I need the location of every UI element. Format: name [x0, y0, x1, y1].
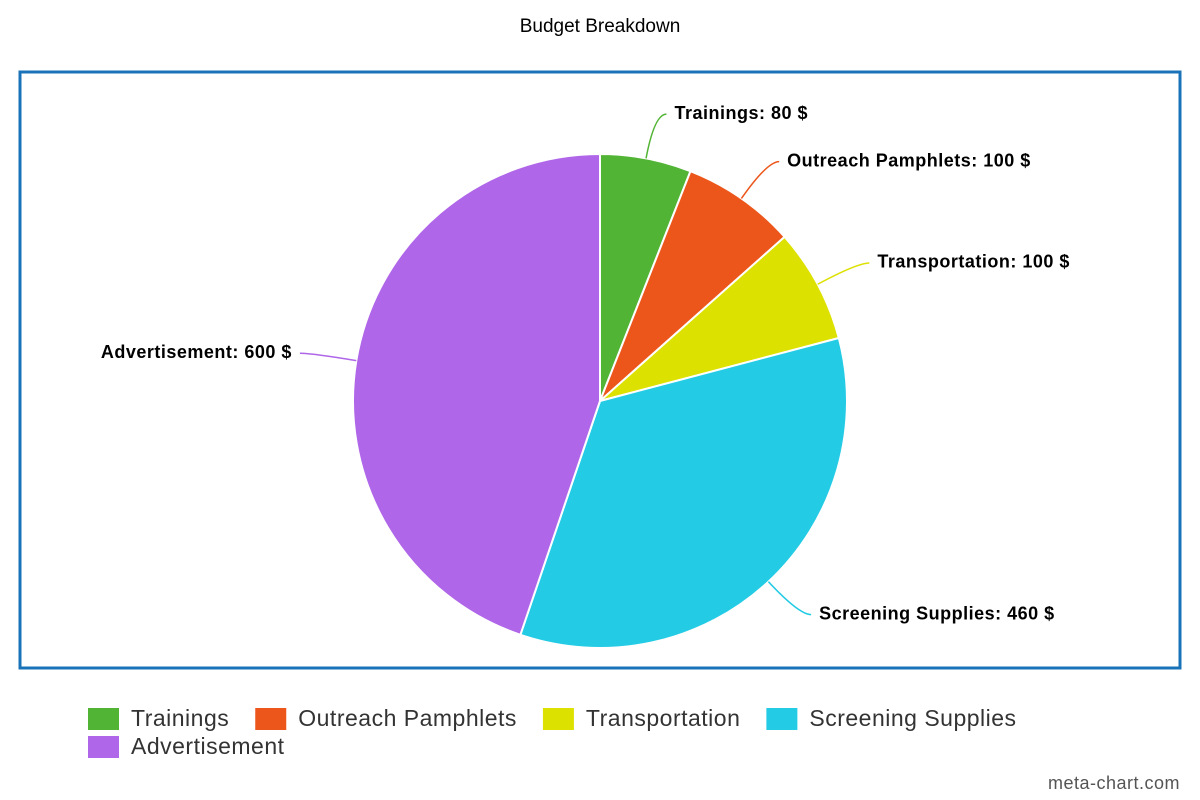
- data-label: Trainings: 80 $: [674, 103, 808, 123]
- legend-swatch: [88, 736, 119, 758]
- pie-slice: [352, 152, 601, 637]
- data-label: Transportation: 100 $: [877, 252, 1070, 272]
- leader-line: [740, 160, 780, 199]
- legend-label: Screening Supplies: [809, 705, 1016, 731]
- legend-swatch: [766, 708, 798, 730]
- leader-line: [767, 581, 812, 616]
- chart-title: Budget Breakdown: [520, 16, 681, 37]
- data-label: Outreach Pamphlets: 100 $: [787, 150, 1031, 170]
- pie-slice: [599, 169, 786, 402]
- leader-line: [299, 352, 357, 362]
- data-label: Advertisement: 600 $: [101, 342, 292, 362]
- leader-line: [817, 262, 870, 285]
- legend-label: Outreach Pamphlets: [298, 705, 517, 731]
- legend-swatch: [542, 708, 574, 730]
- legend-label: Transportation: [586, 705, 740, 731]
- legend-label: Advertisement: [131, 733, 285, 759]
- pie-slice: [599, 235, 841, 402]
- data-label: Screening Supplies: 460 $: [819, 603, 1055, 623]
- plot-frame: [18, 70, 1182, 670]
- legend-swatch: [255, 708, 287, 730]
- credit: meta-chart.com: [1048, 773, 1180, 793]
- leader-line: [645, 113, 667, 159]
- pie-slice: [519, 336, 848, 649]
- legend-label: Trainings: [131, 705, 229, 731]
- legend-swatch: [88, 708, 119, 730]
